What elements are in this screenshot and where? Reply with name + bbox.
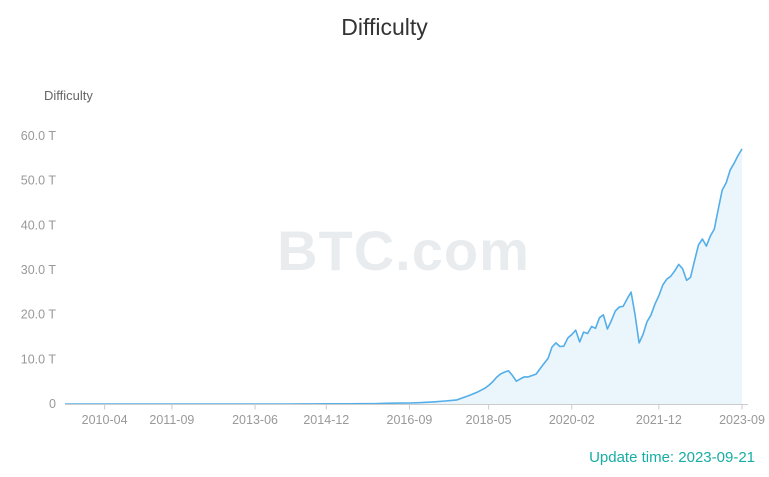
x-axis-tick-label: 2023-09 bbox=[719, 413, 765, 427]
y-axis-tick-label: 0 bbox=[49, 397, 56, 411]
y-axis-tick-label: 40.0 T bbox=[21, 218, 57, 232]
y-axis-tick-label: 60.0 T bbox=[21, 129, 57, 143]
x-axis-tick-label: 2013-06 bbox=[232, 413, 278, 427]
x-axis-tick-label: 2021-12 bbox=[636, 413, 682, 427]
page-title: Difficulty bbox=[341, 14, 428, 40]
y-axis-tick-label: 20.0 T bbox=[21, 308, 57, 322]
y-axis-tick-label: 10.0 T bbox=[21, 352, 57, 366]
update-time: Update time: 2023-09-21 bbox=[589, 449, 755, 466]
difficulty-area bbox=[65, 148, 742, 404]
y-axis-tick-label: 30.0 T bbox=[21, 263, 57, 277]
difficulty-line bbox=[65, 148, 743, 405]
x-axis-tick-label: 2018-05 bbox=[466, 413, 512, 427]
x-axis-tick-label: 2020-02 bbox=[549, 413, 595, 427]
x-axis-tick-label: 2016-09 bbox=[387, 413, 433, 427]
x-axis-tick-label: 2011-09 bbox=[149, 413, 194, 427]
y-axis-title: Difficulty bbox=[44, 88, 93, 103]
x-axis-tick-label: 2010-04 bbox=[82, 413, 128, 427]
y-axis-tick-label: 50.0 T bbox=[21, 174, 57, 188]
x-axis-tick-label: 2014-12 bbox=[303, 413, 349, 427]
